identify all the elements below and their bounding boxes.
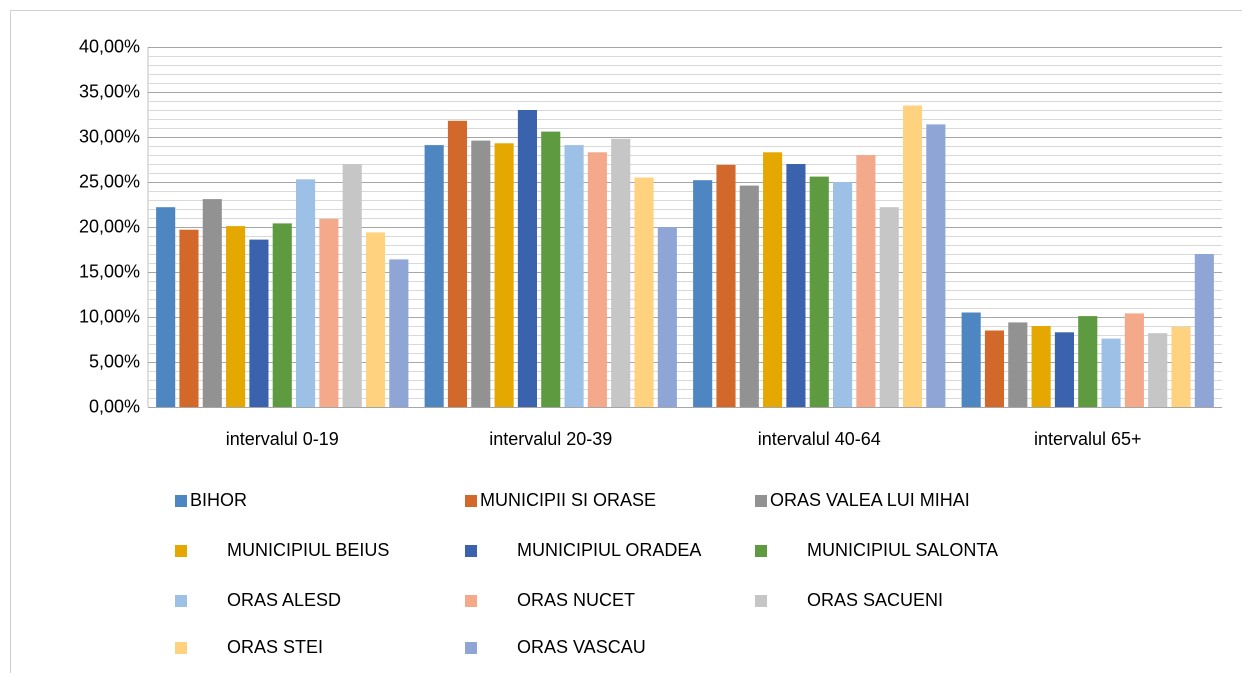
legend-swatch: [755, 595, 767, 607]
bar: [494, 143, 514, 408]
legend-label: ORAS SACUENI: [807, 590, 943, 610]
chart-frame: [10, 10, 1242, 673]
x-tick-label: intervalul 65+: [1034, 429, 1142, 449]
y-tick-label: 35,00%: [79, 81, 140, 101]
y-tick-label: 20,00%: [79, 216, 140, 236]
legend-label: ORAS ALESD: [227, 590, 341, 610]
legend-swatch: [175, 495, 187, 507]
bar: [739, 185, 759, 407]
bar: [1148, 333, 1168, 407]
y-tick-label: 5,00%: [89, 351, 140, 371]
bar: [961, 312, 981, 407]
bar: [471, 140, 491, 407]
bar: [541, 131, 561, 407]
bar: [179, 229, 199, 407]
legend-label: MUNICIPIUL ORADEA: [517, 540, 701, 560]
legend-label: BIHOR: [190, 490, 247, 510]
bar: [249, 239, 269, 407]
legend-swatch: [465, 495, 477, 507]
bar: [1054, 332, 1074, 407]
y-tick-label: 25,00%: [79, 171, 140, 191]
bar: [342, 164, 362, 407]
bar: [1031, 326, 1051, 407]
bar: [447, 120, 468, 408]
y-tick-label: 0,00%: [89, 396, 140, 416]
legend-swatch: [755, 545, 767, 557]
bar: [587, 152, 607, 407]
legend-label: MUNICIPIUL SALONTA: [807, 540, 998, 560]
legend-swatch: [175, 545, 187, 557]
bar: [272, 223, 292, 407]
legend-label: MUNICIPII SI ORASE: [480, 490, 656, 510]
legend-label: MUNICIPIUL BEIUS: [227, 540, 389, 560]
x-tick-label: intervalul 20-39: [489, 429, 612, 449]
bar: [389, 259, 409, 407]
bar: [1101, 338, 1121, 407]
y-tick-label: 10,00%: [79, 306, 140, 326]
x-tick-label: intervalul 0-19: [226, 429, 339, 449]
legend-swatch: [465, 595, 477, 607]
bar: [424, 145, 444, 407]
bar: [226, 226, 246, 407]
bar: [902, 105, 923, 407]
bar: [1124, 313, 1144, 407]
bar: [856, 155, 876, 407]
x-tick-label: intervalul 40-64: [758, 429, 881, 449]
y-tick-label: 40,00%: [79, 36, 140, 56]
bar: [1194, 254, 1214, 407]
y-tick-label: 15,00%: [79, 261, 140, 281]
bar: [517, 110, 537, 407]
bar: [202, 199, 222, 407]
legend-swatch: [465, 642, 477, 654]
bar: [716, 164, 736, 407]
bar: [634, 177, 654, 407]
legend-label: ORAS VASCAU: [517, 637, 646, 657]
bar: [984, 330, 1005, 407]
bar: [611, 138, 631, 408]
bar: [365, 232, 386, 407]
legend-swatch: [465, 545, 477, 557]
bar: [156, 207, 176, 407]
legend-label: ORAS STEI: [227, 637, 323, 657]
bar: [833, 182, 853, 407]
legend-label: ORAS NUCET: [517, 590, 635, 610]
y-tick-label: 30,00%: [79, 126, 140, 146]
bar: [763, 152, 783, 407]
bar: [1078, 316, 1098, 407]
bar: [809, 176, 829, 407]
bar: [564, 145, 584, 407]
bar: [926, 124, 946, 408]
bar: [657, 227, 677, 407]
legend-label: ORAS VALEA LUI MIHAI: [770, 490, 970, 510]
legend-swatch: [175, 642, 187, 654]
bar: [319, 218, 339, 407]
bar: [1008, 322, 1028, 407]
bar: [693, 180, 713, 407]
bar: [786, 164, 806, 407]
bar: [1171, 326, 1191, 407]
legend-swatch: [175, 595, 187, 607]
bar: [296, 179, 316, 407]
bar: [879, 207, 899, 407]
legend-swatch: [755, 495, 767, 507]
